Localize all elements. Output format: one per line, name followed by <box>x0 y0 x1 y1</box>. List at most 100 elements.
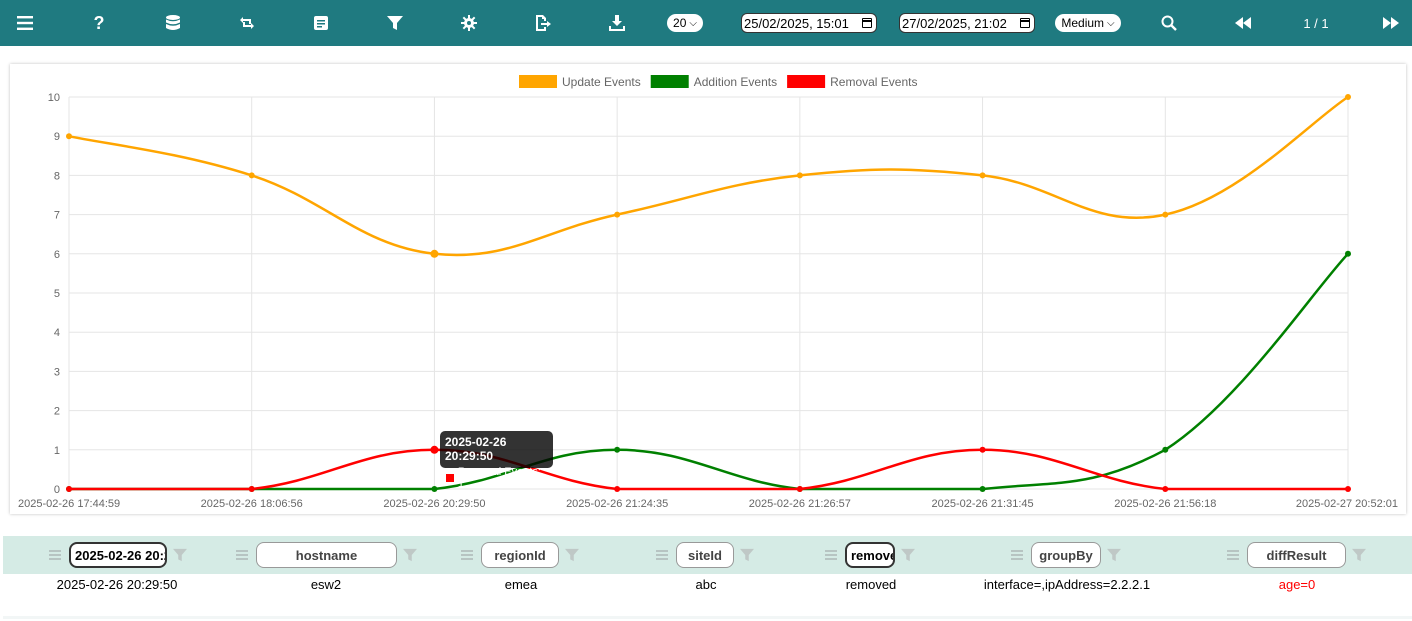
column-header-timestamp: 2025-02-26 20:29:50 <box>49 536 187 574</box>
end-datetime-input[interactable]: 27/02/2025, 21:02 <box>899 0 1035 46</box>
column-menu-icon[interactable] <box>236 550 248 560</box>
database-icon[interactable] <box>158 0 188 46</box>
column-header-diffresult: diffResult <box>1227 536 1366 574</box>
data-point <box>614 211 621 218</box>
data-point-hover <box>430 445 439 454</box>
column-menu-icon[interactable] <box>461 550 473 560</box>
tooltip-title: 2025-02-26 20:29:50 <box>445 435 507 463</box>
legend-swatch <box>519 75 557 88</box>
y-tick-label: 5 <box>54 288 60 300</box>
series-line-0 <box>68 95 1349 257</box>
y-tick-label: 7 <box>54 210 60 222</box>
column-filter-input[interactable]: groupBy <box>1031 542 1101 568</box>
series-line-2 <box>68 448 1348 491</box>
data-point <box>979 486 986 492</box>
cell-groupby: interface=,ipAddress=2.2.2.1 <box>983 576 1151 592</box>
legend-swatch <box>787 75 826 88</box>
table-bottom-rule <box>3 616 1412 619</box>
help-icon[interactable]: ? <box>84 0 114 46</box>
filter-icon[interactable] <box>1107 548 1121 562</box>
sync-icon[interactable] <box>232 0 262 46</box>
filter-icon[interactable] <box>1352 548 1366 562</box>
events-line-chart[interactable]: 0 1 2 3 4 5 6 7 8 9 10 2025-02-26 17:44:59 2025-02-2… <box>10 64 1406 514</box>
y-tick-label: 6 <box>54 249 60 261</box>
filter-icon[interactable] <box>380 0 410 46</box>
last-page-icon[interactable] <box>1376 0 1406 46</box>
cell-timestamp: 2025-02-26 20:29:50 <box>56 576 178 592</box>
data-point <box>614 446 621 453</box>
calendar-icon[interactable] <box>1020 18 1030 28</box>
y-tick-label: 10 <box>48 92 60 104</box>
page-size-value: 20 <box>673 16 687 30</box>
data-point <box>1345 94 1351 100</box>
filter-icon[interactable] <box>565 548 579 562</box>
calendar-icon[interactable] <box>862 18 872 28</box>
tooltip-text: Removal Events: 1 <box>457 466 541 490</box>
chevron-down-icon: ⌵ <box>1107 17 1115 29</box>
data-point <box>1162 486 1169 492</box>
data-point <box>431 486 438 492</box>
filter-icon[interactable] <box>403 548 417 562</box>
column-menu-icon[interactable] <box>49 550 61 560</box>
toolbar: ? 20 ⌵ 25/02/2025, 15:01 27/02/2025, 21:… <box>0 0 1412 46</box>
download-icon[interactable] <box>602 0 632 46</box>
chart-panel: 0 1 2 3 4 5 6 7 8 9 10 2025-02-26 17:44:59 2025-02-2… <box>10 64 1406 514</box>
column-menu-icon[interactable] <box>656 550 668 560</box>
column-header-hostname: hostname <box>236 536 417 574</box>
x-tick-label: 2025-02-26 21:24:35 <box>566 498 668 510</box>
data-point <box>1162 211 1169 218</box>
gear-icon[interactable] <box>454 0 484 46</box>
document-icon[interactable] <box>306 0 336 46</box>
column-menu-icon[interactable] <box>1227 550 1239 560</box>
column-filter-input[interactable]: hostname <box>256 542 397 568</box>
table-row[interactable]: 2025-02-26 20:29:50 esw2 emea abc remove… <box>3 574 1412 594</box>
column-header-groupby: groupBy <box>1011 536 1121 574</box>
first-page-icon[interactable] <box>1228 0 1258 46</box>
legend-label: Update Events <box>562 75 641 89</box>
end-datetime-value: 27/02/2025, 21:02 <box>902 15 1007 31</box>
column-menu-icon[interactable] <box>825 550 837 560</box>
data-point <box>248 486 255 492</box>
x-tick-label: 2025-02-26 17:44:59 <box>18 498 120 510</box>
y-tick-label: 1 <box>54 445 60 457</box>
filter-icon[interactable] <box>740 548 754 562</box>
tooltip-swatch <box>445 473 455 483</box>
export-icon[interactable] <box>528 0 558 46</box>
menu-icon[interactable] <box>10 0 40 46</box>
data-point <box>248 172 255 179</box>
view-mode-select[interactable]: Medium ⌵ <box>1055 0 1121 46</box>
data-point <box>1345 486 1351 492</box>
cell-diffresult: age=0 <box>1278 576 1316 592</box>
column-filter-input[interactable]: siteId <box>676 542 734 568</box>
column-menu-icon[interactable] <box>1011 550 1023 560</box>
x-tick-label: 2025-02-26 21:56:18 <box>1114 498 1216 510</box>
filter-icon[interactable] <box>173 548 187 562</box>
x-tick-label: 2025-02-27 20:52:01 <box>1296 498 1398 510</box>
x-tick-label: 2025-02-26 21:26:57 <box>749 498 851 510</box>
start-datetime-input[interactable]: 25/02/2025, 15:01 <box>741 0 877 46</box>
column-filter-input[interactable]: diffResult <box>1247 542 1346 568</box>
cell-hostname: esw2 <box>310 576 342 592</box>
legend-label: Removal Events <box>830 75 917 89</box>
column-filter-input[interactable]: regionId <box>481 542 559 568</box>
legend-swatch <box>650 75 689 88</box>
pagination-label: 1 / 1 <box>1303 15 1329 31</box>
data-point <box>66 486 72 492</box>
column-filter-input[interactable]: removed <box>845 542 895 568</box>
data-point <box>1162 446 1169 453</box>
column-header-regionid: regionId <box>461 536 579 574</box>
data-point <box>796 172 803 179</box>
filter-icon[interactable] <box>901 548 915 562</box>
column-filter-input[interactable]: 2025-02-26 20:29:50 <box>69 542 167 568</box>
column-header-siteid: siteId <box>656 536 754 574</box>
x-tick-label: 2025-02-26 21:31:45 <box>931 498 1033 510</box>
search-icon[interactable] <box>1154 0 1184 46</box>
data-point <box>979 172 986 179</box>
table-header: 2025-02-26 20:29:50 hostname regionId si… <box>3 536 1412 574</box>
data-point <box>66 133 72 140</box>
page-size-select[interactable]: 20 ⌵ <box>667 0 703 46</box>
y-tick-label: 4 <box>54 327 60 339</box>
y-tick-label: 3 <box>54 366 60 378</box>
data-point <box>614 486 621 492</box>
y-tick-label: 8 <box>54 170 60 182</box>
